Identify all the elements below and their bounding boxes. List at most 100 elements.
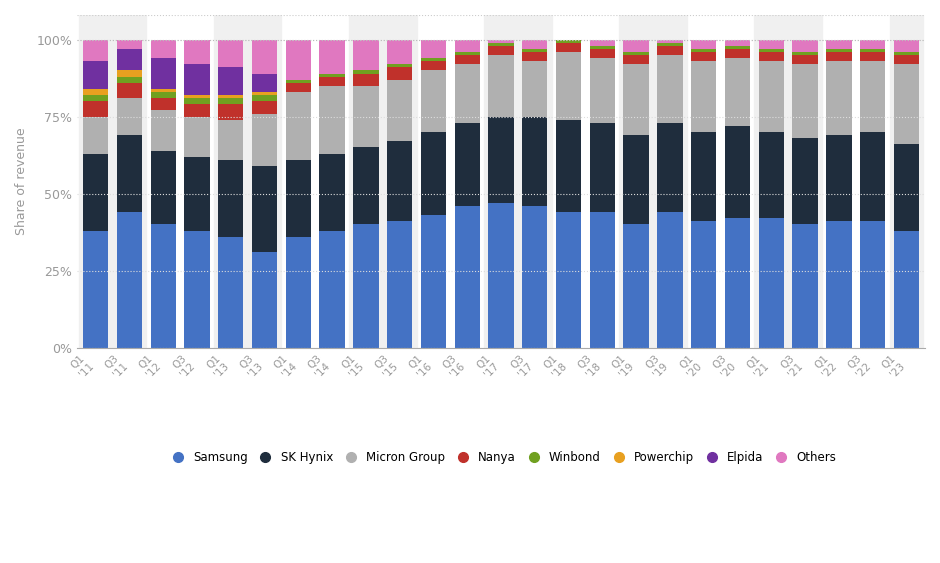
Bar [489,39,513,43]
Bar [421,70,446,132]
Bar [320,74,345,77]
Bar [387,64,413,68]
Bar [894,55,919,64]
Bar [320,231,345,347]
Bar [150,58,176,89]
Bar [623,135,649,225]
Bar [184,98,210,104]
Bar [252,166,277,252]
Bar [83,154,108,231]
Bar [826,52,852,61]
Bar [489,117,513,203]
Bar [252,95,277,101]
Bar [387,80,413,141]
Bar [725,126,750,218]
Bar [353,86,379,148]
Bar [184,231,210,347]
Bar [484,15,552,347]
Bar [725,49,750,58]
Bar [589,46,615,49]
Bar [860,132,885,221]
Bar [150,92,176,98]
Bar [792,138,818,225]
Bar [421,132,446,215]
Bar [286,83,311,92]
Bar [184,95,210,98]
Bar [252,92,277,95]
Bar [589,212,615,347]
Bar [117,83,142,98]
Bar [691,49,716,52]
Bar [522,61,547,117]
Bar [792,225,818,347]
Bar [894,39,919,52]
Bar [657,212,682,347]
Bar [860,39,885,49]
Bar [522,39,547,49]
Legend: Samsung, SK Hynix, Micron Group, Nanya, Winbond, Powerchip, Elpida, Others: Samsung, SK Hynix, Micron Group, Nanya, … [161,446,841,469]
Bar [387,141,413,221]
Bar [623,64,649,135]
Bar [387,68,413,80]
Bar [455,64,480,123]
Bar [83,61,108,89]
Bar [286,92,311,160]
Bar [522,117,547,206]
Bar [117,49,142,70]
Bar [455,55,480,64]
Bar [353,148,379,225]
Bar [421,58,446,61]
Bar [691,132,716,221]
Bar [117,77,142,83]
Bar [320,77,345,86]
Bar [218,98,243,104]
Bar [218,160,243,236]
Bar [150,39,176,58]
Bar [623,55,649,64]
Bar [522,52,547,61]
Bar [455,123,480,206]
Bar [489,43,513,46]
Bar [860,221,885,347]
Bar [589,49,615,58]
Bar [759,132,784,218]
Bar [150,98,176,110]
Bar [286,39,311,80]
Bar [759,61,784,132]
Bar [83,39,108,61]
Bar [353,225,379,347]
Bar [826,39,852,49]
Bar [556,212,581,347]
Bar [286,160,311,236]
Bar [353,70,379,74]
Bar [83,95,108,101]
Bar [79,15,147,347]
Bar [320,154,345,231]
Bar [117,70,142,77]
Bar [353,39,379,70]
Bar [83,101,108,117]
Bar [184,104,210,117]
Bar [691,39,716,49]
Bar [421,215,446,347]
Bar [150,89,176,92]
Bar [691,61,716,132]
Bar [691,221,716,347]
Bar [556,52,581,120]
Bar [455,206,480,347]
Bar [83,89,108,95]
Bar [184,117,210,157]
Bar [826,221,852,347]
Bar [725,39,750,46]
Y-axis label: Share of revenue: Share of revenue [15,127,28,235]
Bar [489,46,513,55]
Bar [759,39,784,49]
Bar [83,117,108,154]
Bar [252,39,277,74]
Bar [657,39,682,43]
Bar [421,61,446,70]
Bar [150,150,176,225]
Bar [860,52,885,61]
Bar [759,49,784,52]
Bar [320,86,345,154]
